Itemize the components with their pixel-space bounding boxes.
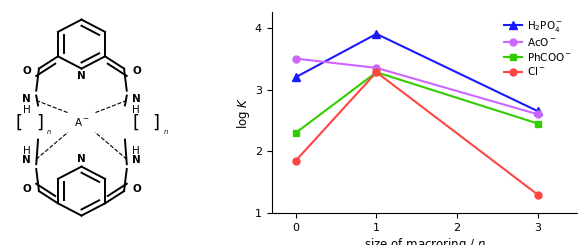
- Text: H: H: [23, 146, 31, 156]
- Text: ]: ]: [153, 113, 160, 132]
- Text: A$^-$: A$^-$: [73, 117, 90, 128]
- Text: ]: ]: [36, 113, 43, 132]
- Text: N: N: [22, 94, 31, 104]
- Text: [: [: [16, 113, 23, 132]
- Legend: H$_2$PO$_4^-$, AcO$^-$, PhCOO$^-$, Cl$^-$: H$_2$PO$_4^-$, AcO$^-$, PhCOO$^-$, Cl$^-…: [502, 17, 573, 78]
- X-axis label: size of macroring / $n$: size of macroring / $n$: [364, 236, 486, 245]
- Text: O: O: [132, 184, 141, 194]
- Text: H: H: [132, 146, 140, 156]
- Text: N: N: [77, 154, 86, 164]
- Text: H: H: [23, 105, 31, 115]
- Text: N: N: [132, 94, 141, 104]
- Text: N: N: [132, 155, 141, 165]
- Y-axis label: log $K$: log $K$: [235, 97, 252, 129]
- Text: $_n$: $_n$: [163, 127, 169, 137]
- Text: N: N: [22, 155, 31, 165]
- Text: O: O: [22, 184, 31, 194]
- Text: O: O: [132, 66, 141, 76]
- Text: H: H: [132, 105, 140, 115]
- Text: N: N: [77, 71, 86, 81]
- Text: O: O: [22, 66, 31, 76]
- Text: [: [: [132, 113, 139, 132]
- Text: $_n$: $_n$: [46, 127, 52, 137]
